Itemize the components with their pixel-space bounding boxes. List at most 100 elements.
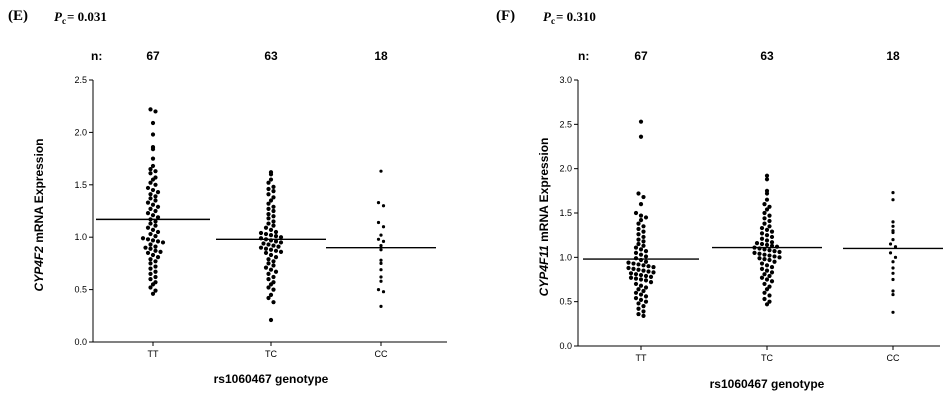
- panel-f-y-axis-gene: CYP4F11: [537, 245, 551, 296]
- panel-f-y-axis-rest: mRNA Expression: [537, 138, 551, 246]
- panel-f-data-point: [646, 269, 650, 273]
- panel-f-data-point: [636, 312, 640, 316]
- panel-e-data-point: [269, 228, 273, 232]
- panel-e-data-point: [153, 259, 157, 263]
- panel-e-data-point: [271, 219, 275, 223]
- panel-f-data-point: [636, 238, 640, 242]
- panel-e-data-point: [266, 202, 270, 206]
- panel-e-label: (E): [8, 8, 28, 24]
- panel-f-data-point: [760, 242, 764, 246]
- panel-e-data-point: [271, 189, 275, 193]
- panel-e-data-point: [156, 205, 160, 209]
- panel-e-data-point: [269, 233, 273, 237]
- panel-f-data-point: [891, 311, 894, 314]
- panel-f-data-point: [634, 272, 638, 276]
- panel-e-data-point: [269, 172, 273, 176]
- panel-e-data-point: [153, 194, 157, 198]
- panel-e-data-point: [271, 288, 275, 292]
- panel-f-data-point: [770, 265, 774, 269]
- panel-f-data-point: [636, 232, 640, 236]
- panel-f-data-point: [762, 297, 766, 301]
- panel-f-data-point: [760, 226, 764, 230]
- panel-e-data-point: [274, 230, 278, 234]
- panel-f-data-point: [765, 198, 769, 202]
- panel-f-data-point: [765, 243, 769, 247]
- panel-f-x-tick-label: TT: [636, 353, 647, 363]
- panel-e-p-value: = 0.031: [67, 9, 107, 24]
- panel-e-data-point: [259, 231, 263, 235]
- panel-f-data-point: [770, 270, 774, 274]
- panel-f-data-point: [641, 309, 645, 313]
- panel-e-data-point: [148, 171, 152, 175]
- panel-f-data-point: [639, 292, 643, 296]
- panel-f-data-point: [770, 235, 774, 239]
- panel-f-n-prefix: n:: [578, 49, 589, 63]
- panel-f-label: (F): [496, 8, 515, 24]
- panel-e-p-subscript: c: [62, 16, 66, 26]
- panel-f-data-point: [765, 238, 769, 242]
- panel-e-data-point: [377, 221, 380, 224]
- panel-f-data-point: [629, 276, 633, 280]
- panel-f-data-point: [755, 241, 759, 245]
- panel-e-data-point: [271, 243, 275, 247]
- panel-e-data-point: [148, 207, 152, 211]
- panel-e-data-point: [379, 248, 382, 251]
- panel-e-data-point: [266, 181, 270, 185]
- panel-e-data-point: [151, 132, 155, 136]
- panel-e-data-point: [156, 190, 160, 194]
- panel-f-data-point: [760, 261, 764, 265]
- panel-e-data-point: [153, 224, 157, 228]
- panel-e-data-point: [146, 226, 150, 230]
- panel-f-data-point: [636, 242, 640, 246]
- panel-f-x-tick-label: CC: [887, 353, 900, 363]
- panel-e-data-point: [379, 262, 382, 265]
- panel-f-data-point: [770, 279, 774, 283]
- panel-e-data-point: [146, 186, 150, 190]
- panel-e-data-point: [266, 257, 270, 261]
- panel-e-data-point: [266, 216, 270, 220]
- panel-f-data-point: [757, 256, 761, 260]
- panel-f-y-tick-label: 2.5: [559, 119, 572, 129]
- panel-e-data-point: [379, 234, 382, 237]
- panel-f-data-point: [641, 224, 645, 228]
- panel-e-data-point: [276, 245, 280, 249]
- panel-e-data-point: [151, 253, 155, 257]
- panel-e-data-point: [153, 275, 157, 279]
- panel-f-data-point: [767, 293, 771, 297]
- panel-e-data-point: [379, 280, 382, 283]
- panel-f-data-point: [891, 260, 894, 263]
- panel-e-data-point: [271, 275, 275, 279]
- panel-e-y-tick-label: 2.0: [74, 127, 87, 137]
- panel-f-data-point: [765, 233, 769, 237]
- panel-e-data-point: [379, 170, 382, 173]
- panel-f-data-point: [644, 278, 648, 282]
- panel-f-data-point: [760, 276, 764, 280]
- panel-e-data-point: [151, 203, 155, 207]
- panel-f-data-point: [626, 261, 630, 265]
- panel-f-data-point: [639, 284, 643, 288]
- panel-f-data-point: [760, 237, 764, 241]
- panel-e-data-point: [379, 275, 382, 278]
- panel-f-y-axis-title: CYP4F11 mRNA Expression: [537, 138, 551, 297]
- panel-f-data-point: [626, 266, 630, 270]
- panel-e-data-point: [153, 270, 157, 274]
- panel-f-data-point: [765, 277, 769, 281]
- panel-e-data-point: [382, 204, 385, 207]
- panel-e-data-point: [271, 214, 275, 218]
- panel-e-data-point: [271, 263, 275, 267]
- panel-e-data-point: [151, 157, 155, 161]
- panel-f-data-point: [639, 298, 643, 302]
- panel-e-data-point: [266, 192, 270, 196]
- panel-e-x-axis-title: rs1060467 genotype: [214, 372, 329, 386]
- panel-e-y-tick-label: 1.0: [74, 232, 87, 242]
- panel-e-data-point: [151, 228, 155, 232]
- panel-e-data-point: [148, 272, 152, 276]
- panel-e-data-point: [264, 232, 268, 236]
- panel-f-data-point: [767, 224, 771, 228]
- panel-f-x-axis-title: rs1060467 genotype: [710, 377, 825, 391]
- panel-e-data-point: [151, 147, 155, 151]
- panel-f-data-point: [889, 242, 892, 245]
- panel-f-data-point: [760, 231, 764, 235]
- panel-e-data-point: [148, 181, 152, 185]
